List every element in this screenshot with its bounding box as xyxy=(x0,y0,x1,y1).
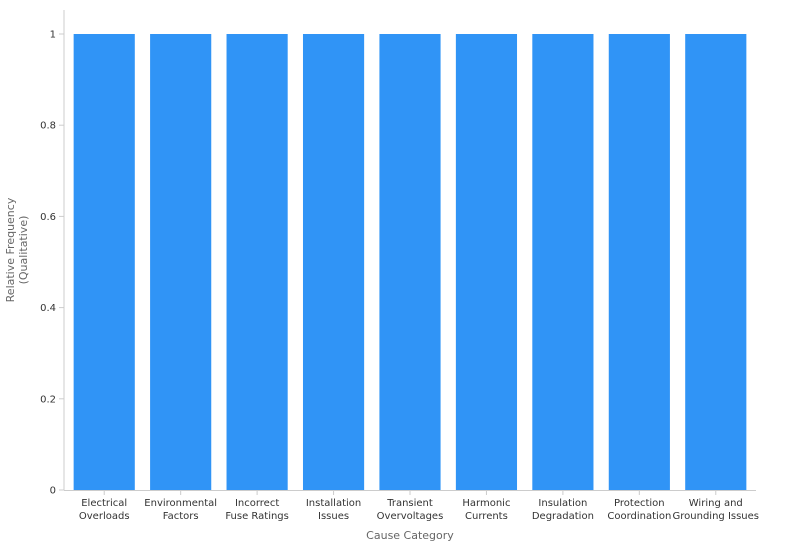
bar xyxy=(73,34,135,490)
x-tick-label-line: Overvoltages xyxy=(377,511,444,522)
x-tick-label-line: Overloads xyxy=(79,511,130,522)
x-tick-label-line: Incorrect xyxy=(235,498,279,509)
bar xyxy=(302,34,365,490)
bar xyxy=(150,34,212,490)
x-tick-label-line: Electrical xyxy=(81,498,127,509)
x-tick-label-line: Currents xyxy=(465,511,508,522)
bars-group xyxy=(73,34,747,490)
x-tick-label-line: Degradation xyxy=(532,511,594,522)
y-tick-label: 0.8 xyxy=(40,121,56,132)
x-tick-label: Insulation Degradation xyxy=(532,498,594,522)
x-tick-label-line: Issues xyxy=(318,511,349,522)
y-axis-title-line: (Qualitative) xyxy=(17,216,30,285)
x-tick-label-line: Insulation xyxy=(538,498,587,509)
y-tick-label: 0 xyxy=(50,486,56,497)
x-tick-label-line: Installation xyxy=(306,498,361,509)
y-tick-label: 1 xyxy=(50,30,56,41)
x-tick-label: Protection Coordination xyxy=(607,498,671,522)
y-axis-title: Relative Frequency(Qualitative) xyxy=(4,197,30,302)
bar xyxy=(379,34,441,490)
bar xyxy=(685,34,747,490)
x-tick-label-line: Wiring and xyxy=(689,498,743,509)
x-tick-label: Electrical Overloads xyxy=(79,498,130,522)
x-tick-label-line: Fuse Ratings xyxy=(225,511,289,522)
y-axis: 0 0.2 0.4 0.6 0.8 1 xyxy=(40,10,65,497)
x-tick-label-line: Harmonic xyxy=(462,498,510,509)
x-tick-label: Installation Issues xyxy=(306,498,361,522)
y-axis-title-line: Relative Frequency xyxy=(4,197,17,302)
x-tick-label: Transient Overvoltages xyxy=(377,498,444,522)
x-tick-label: Wiring and Grounding Issues xyxy=(673,498,760,522)
x-tick-label-line: Environmental xyxy=(144,498,217,509)
x-axis-title: Cause Category xyxy=(366,529,454,542)
x-tick-label-line: Protection xyxy=(614,498,665,509)
bar xyxy=(532,34,594,490)
y-tick-label: 0.6 xyxy=(40,212,56,223)
bar xyxy=(226,34,288,490)
x-tick-label: Incorrect Fuse Ratings xyxy=(225,498,289,522)
x-tick-label-line: Transient xyxy=(386,498,433,509)
x-tick-label: Harmonic Currents xyxy=(462,498,510,522)
x-tick-label-line: Coordination xyxy=(607,511,671,522)
x-tick-label: Environmental Factors xyxy=(144,498,217,522)
x-tick-label-line: Grounding Issues xyxy=(673,511,760,522)
bar xyxy=(608,34,670,490)
y-tick-label: 0.2 xyxy=(40,394,56,405)
x-tick-label-line: Factors xyxy=(163,511,199,522)
y-tick-label: 0.4 xyxy=(40,303,56,314)
bar xyxy=(455,34,518,490)
x-axis: Electrical Overloads Environmental Factors I… xyxy=(64,490,759,522)
